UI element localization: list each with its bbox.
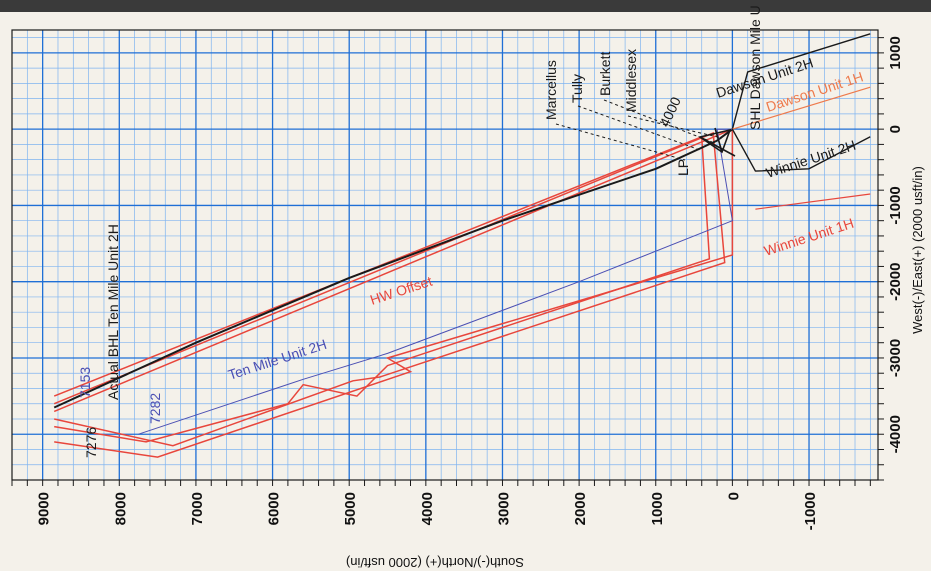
x-tick-label-5: 4000 xyxy=(419,492,436,525)
y-tick-label-0: 1000 xyxy=(887,36,904,69)
x-tick-label-2: 7000 xyxy=(189,492,206,525)
y-axis-title: West(-)/East(+) (2000 usft/in) xyxy=(910,166,925,334)
y-tick-labels: 1000 0 -1000 -2000 -3000 -4000 xyxy=(887,36,904,453)
x-tick-label-7: 2000 xyxy=(572,492,589,525)
lease-line-inner xyxy=(53,135,711,443)
series-line-4 xyxy=(731,128,871,172)
x-tick-label-0: 9000 xyxy=(36,492,53,525)
label-formation-middlesex: Middlesex xyxy=(623,49,639,112)
x-tick-label-10: -1000 xyxy=(802,492,819,530)
x-tick-label-9: 0 xyxy=(725,492,742,500)
grid-minor xyxy=(11,30,878,481)
formation-guide-burkett xyxy=(603,99,713,143)
formation-guides xyxy=(555,99,723,161)
y-tick-label-2: -1000 xyxy=(887,186,904,224)
label-md-4000: 4000 xyxy=(656,94,684,129)
label-md-7153: 7153 xyxy=(77,367,93,398)
x-tick-label-6: 3000 xyxy=(495,492,512,525)
lease-line-setback xyxy=(53,131,726,447)
series-line-1 xyxy=(138,128,733,435)
formation-guide-marcellus xyxy=(555,123,686,161)
y-tick-label-3: -2000 xyxy=(887,263,904,301)
series-line-2 xyxy=(731,33,871,130)
label-lp: LP xyxy=(675,159,691,176)
label-shl: SHL Dawson Mile U xyxy=(747,5,763,130)
formation-guide-middlesex xyxy=(627,115,723,139)
label-actual-bhl: Actual BHL Ten Mile Unit 2H xyxy=(105,224,121,400)
label-md-7282: 7282 xyxy=(147,393,163,424)
series-line-5 xyxy=(755,193,871,210)
y-tick-label-1: 0 xyxy=(887,125,904,133)
target-symbol-icon xyxy=(698,127,736,157)
x-tick-labels: 9000 8000 7000 6000 5000 4000 3000 2000 1000 0 -10… xyxy=(36,492,819,530)
series-line-3 xyxy=(732,86,871,130)
label-md-7276: 7276 xyxy=(83,427,99,458)
label-formation-tully: Tully xyxy=(569,74,585,103)
x-tick-label-8: 1000 xyxy=(649,492,666,525)
series-line-0 xyxy=(53,128,733,409)
formation-guide-tully xyxy=(577,105,701,151)
x-tick-label-3: 6000 xyxy=(266,492,283,525)
x-axis-title: South(-)/North(+) (2000 usft/in) xyxy=(346,555,524,570)
y-tick-label-5: -4000 xyxy=(887,415,904,453)
plot-frame xyxy=(11,29,879,481)
label-hw-offset: HW Offset xyxy=(368,273,434,308)
label-formation-marcellus: Marcellus xyxy=(543,60,559,120)
x-tick-label-4: 5000 xyxy=(342,492,359,525)
x-tick-label-1: 8000 xyxy=(112,492,129,525)
label-formation-burkett: Burkett xyxy=(597,52,613,96)
y-tick-label-4: -3000 xyxy=(887,339,904,377)
series-lines xyxy=(53,33,871,435)
